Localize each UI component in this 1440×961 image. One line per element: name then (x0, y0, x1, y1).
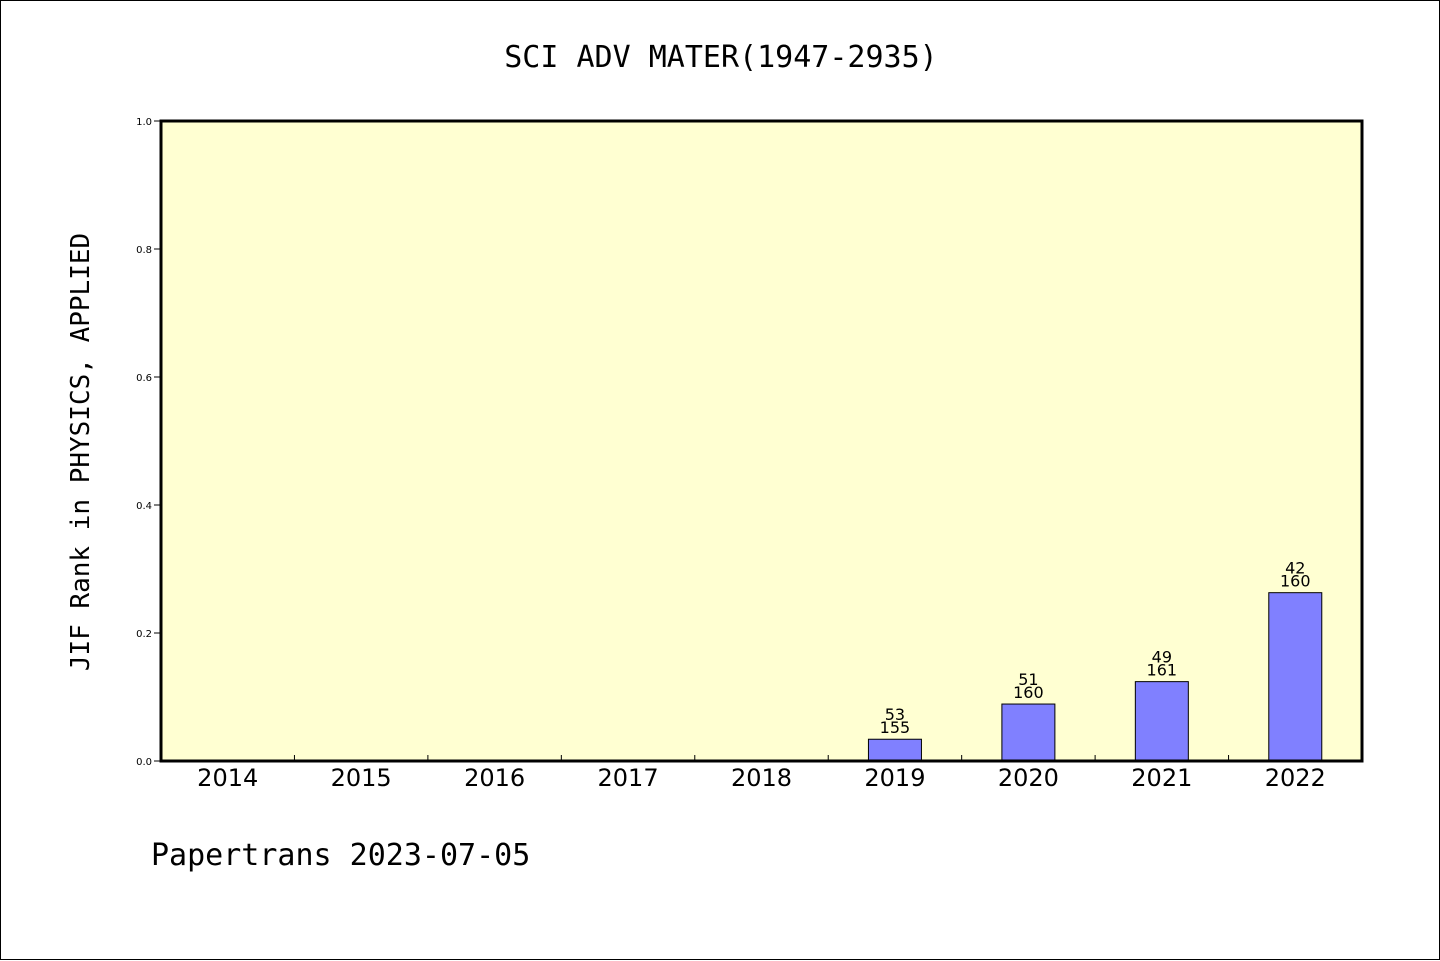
x-tick-label-2019: 2019 (864, 764, 925, 792)
y-tick-label: 0.6 (136, 373, 152, 384)
total-label-2019: 155 (880, 718, 911, 737)
total-label-2022: 160 (1280, 572, 1311, 591)
x-tick-label-2018: 2018 (731, 764, 792, 792)
rank-label-2019: 53 (885, 705, 905, 724)
bar-2019 (867, 738, 922, 762)
x-tick-label-2021: 2021 (1131, 764, 1192, 792)
rank-label-2020: 51 (1018, 670, 1038, 689)
axis-ticks: 0.0 0.2 0.4 0.6 0.8 1.0 2014 2015 2016 2017 2018 20… (136, 117, 1326, 792)
plot-border (159, 119, 1364, 763)
y-tick-label: 0.8 (136, 245, 152, 256)
x-tick-label-2022: 2022 (1265, 764, 1326, 792)
total-label-2021: 161 (1147, 661, 1178, 680)
bar-2021 (1134, 681, 1189, 762)
x-tick-label-2014: 2014 (197, 764, 258, 792)
y-tick-label: 0.4 (136, 501, 152, 512)
x-tick-label-2015: 2015 (331, 764, 392, 792)
rank-label-2021: 49 (1152, 648, 1172, 667)
bars (867, 592, 1323, 762)
total-label-2020: 160 (1013, 683, 1044, 702)
bar-2020 (1001, 703, 1056, 762)
plot-area (161, 121, 1362, 761)
y-tick-label: 0.0 (136, 757, 152, 768)
x-tick-label-2017: 2017 (598, 764, 659, 792)
y-axis-label: JIF Rank in PHYSICS, APPLIED (66, 233, 96, 671)
y-tick-label: 1.0 (136, 117, 152, 128)
x-tick-label-2020: 2020 (998, 764, 1059, 792)
x-tick-label-2016: 2016 (464, 764, 525, 792)
chart-title: SCI ADV MATER(1947-2935) (504, 40, 937, 75)
rank-label-2022: 42 (1285, 559, 1305, 578)
y-tick-label: 0.2 (136, 629, 152, 640)
footer-source-date: Papertrans 2023-07-05 (151, 838, 530, 873)
bar-2022 (1268, 592, 1323, 762)
